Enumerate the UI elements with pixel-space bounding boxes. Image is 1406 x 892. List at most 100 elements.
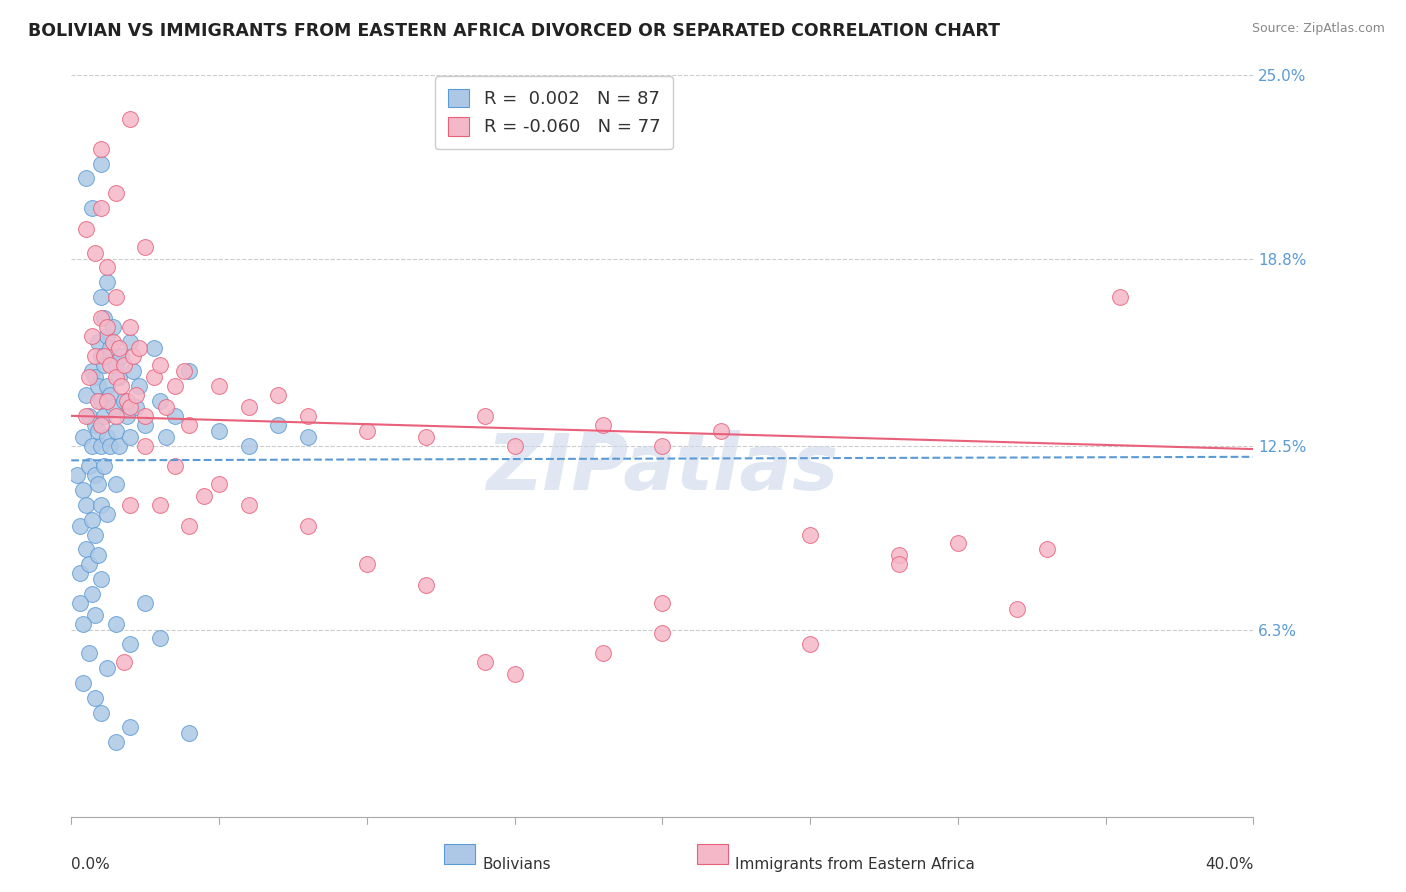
Point [125,388,148,402]
Point [114,359,136,373]
Text: 0.0%: 0.0% [72,856,110,871]
Point [75,388,97,402]
Point [128,341,150,355]
Point [120,112,142,126]
Point [90,290,112,304]
Point [101,334,124,349]
Point [238,438,260,452]
Point [90,156,112,170]
Point [72,429,94,443]
Point [83,245,105,260]
Point [238,400,260,414]
Point [134,409,156,423]
Point [356,558,378,572]
Point [83,468,105,483]
Point [799,527,821,541]
Point [80,438,103,452]
Point [80,587,103,601]
Point [110,350,132,364]
Point [134,417,156,432]
Point [110,379,132,393]
Point [149,359,172,373]
Point [75,171,97,186]
Point [1109,290,1132,304]
Point [122,364,145,378]
Point [93,409,115,423]
Point [101,319,124,334]
Point [208,424,231,438]
Point [592,417,614,432]
Point [107,438,129,452]
Point [87,334,110,349]
Point [710,424,733,438]
Point [96,379,118,393]
Point [163,379,186,393]
Point [77,558,100,572]
Point [503,438,526,452]
Point [474,409,496,423]
Point [80,364,103,378]
Point [474,655,496,669]
Point [90,350,112,364]
Point [96,275,118,289]
Point [267,388,290,402]
Point [651,596,673,610]
Point [134,596,156,610]
Point [96,507,118,521]
Point [98,359,121,373]
Point [69,596,91,610]
Point [104,186,127,201]
Point [83,527,105,541]
Text: Immigrants from Eastern Africa: Immigrants from Eastern Africa [735,856,976,871]
Point [104,290,127,304]
Point [173,364,195,378]
Point [90,142,112,156]
Point [96,328,118,343]
Point [87,477,110,491]
Point [96,394,118,409]
Point [96,661,118,675]
Point [90,438,112,452]
Point [77,459,100,474]
Point [77,370,100,384]
Point [1005,601,1028,615]
Point [90,310,112,325]
Point [267,417,290,432]
Point [120,334,142,349]
Point [69,566,91,581]
Point [143,370,166,384]
Point [77,646,100,660]
Point [946,536,969,550]
Point [238,498,260,512]
Point [120,400,142,414]
Point [651,438,673,452]
Point [98,388,121,402]
Text: Source: ZipAtlas.com: Source: ZipAtlas.com [1251,22,1385,36]
Point [651,625,673,640]
Legend: R =  0.002   N = 87, R = -0.060   N = 77: R = 0.002 N = 87, R = -0.060 N = 77 [434,76,673,149]
Point [120,637,142,651]
Point [90,706,112,720]
Point [90,417,112,432]
Point [114,394,136,409]
Point [149,632,172,646]
Point [122,350,145,364]
Point [87,394,110,409]
Point [83,417,105,432]
Point [104,409,127,423]
Point [114,655,136,669]
Point [93,359,115,373]
Point [155,400,177,414]
Point [90,498,112,512]
Point [163,409,186,423]
Point [101,400,124,414]
Point [87,379,110,393]
Point [179,364,201,378]
Text: Bolivians: Bolivians [482,856,551,871]
Text: 40.0%: 40.0% [1205,856,1253,871]
Point [90,572,112,586]
Point [75,409,97,423]
Point [208,477,231,491]
Point [93,350,115,364]
Text: BOLIVIAN VS IMMIGRANTS FROM EASTERN AFRICA DIVORCED OR SEPARATED CORRELATION CHA: BOLIVIAN VS IMMIGRANTS FROM EASTERN AFRI… [28,22,1000,40]
